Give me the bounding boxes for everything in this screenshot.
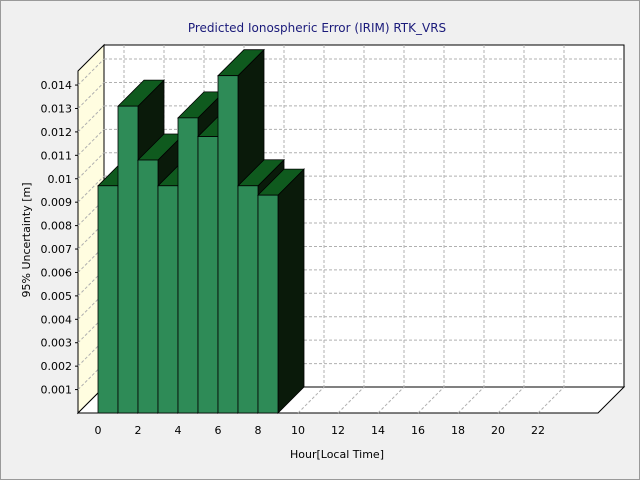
x-tick-label: 10 bbox=[291, 424, 305, 437]
chart-title: Predicted Ionospheric Error (IRIM) RTK_V… bbox=[188, 21, 446, 35]
x-tick-label: 12 bbox=[331, 424, 345, 437]
bar-front bbox=[157, 185, 179, 414]
chart-bars bbox=[97, 48, 305, 414]
x-tick-label: 2 bbox=[135, 424, 142, 437]
y-tick-label: 0.01 bbox=[48, 173, 73, 186]
bar-side bbox=[277, 168, 305, 414]
grid-line-floor bbox=[497, 386, 525, 414]
y-tick-label: 0.009 bbox=[41, 196, 73, 209]
grid-line-floor bbox=[377, 386, 405, 414]
grid-line-left-wall bbox=[77, 128, 105, 156]
grid-line-floor bbox=[457, 386, 485, 414]
x-tick-label: 8 bbox=[255, 424, 262, 437]
y-tick-label: 0.002 bbox=[41, 360, 73, 373]
bar-front bbox=[117, 105, 139, 414]
x-axis-label: Hour[Local Time] bbox=[290, 448, 384, 461]
x-tick-label: 14 bbox=[371, 424, 385, 437]
bar-front bbox=[237, 185, 259, 414]
bar-front bbox=[137, 159, 159, 414]
y-tick-label: 0.008 bbox=[41, 220, 73, 233]
bar-front bbox=[97, 185, 119, 414]
x-tick-label: 22 bbox=[531, 424, 545, 437]
bar-front bbox=[197, 136, 219, 414]
x-tick-label: 16 bbox=[411, 424, 425, 437]
y-tick-label: 0.003 bbox=[41, 337, 73, 350]
y-tick-label: 0.004 bbox=[41, 313, 73, 326]
y-tick-label: 0.014 bbox=[41, 79, 73, 92]
grid-line-left-wall bbox=[77, 105, 105, 133]
bar-front bbox=[217, 75, 239, 414]
bar-front bbox=[177, 117, 199, 414]
bar bbox=[257, 168, 305, 414]
bar-front bbox=[257, 194, 279, 414]
y-tick-label: 0.013 bbox=[41, 102, 73, 115]
grid-line-left-wall bbox=[77, 175, 105, 203]
grid-line-left-wall bbox=[77, 58, 105, 86]
y-tick-label: 0.012 bbox=[41, 126, 73, 139]
x-tick-label: 4 bbox=[175, 424, 182, 437]
y-tick-label: 0.007 bbox=[41, 243, 73, 256]
y-axis-label: 95% Uncertainty [m] bbox=[20, 182, 33, 297]
x-tick-label: 20 bbox=[491, 424, 505, 437]
y-axis-ticks: 0.001 0.002 0.003 0.004 0.005 0.006 0.007 0.008… bbox=[41, 79, 78, 397]
y-tick-label: 0.001 bbox=[41, 384, 73, 397]
grid-line-left-wall bbox=[77, 82, 105, 109]
grid-line-floor bbox=[537, 386, 565, 414]
x-axis-ticks: 0 2 4 6 8 10 12 14 16 18 20 22 bbox=[95, 424, 546, 437]
grid-line-floor bbox=[337, 386, 365, 414]
y-tick-label: 0.005 bbox=[41, 290, 73, 303]
grid-line-floor bbox=[417, 386, 445, 414]
x-tick-label: 6 bbox=[215, 424, 222, 437]
x-tick-label: 18 bbox=[451, 424, 465, 437]
grid-line-left-wall bbox=[77, 152, 105, 180]
y-tick-label: 0.006 bbox=[41, 266, 73, 279]
x-tick-label: 0 bbox=[95, 424, 102, 437]
grid-line-floor bbox=[297, 386, 325, 414]
y-tick-label: 0.011 bbox=[41, 149, 73, 162]
